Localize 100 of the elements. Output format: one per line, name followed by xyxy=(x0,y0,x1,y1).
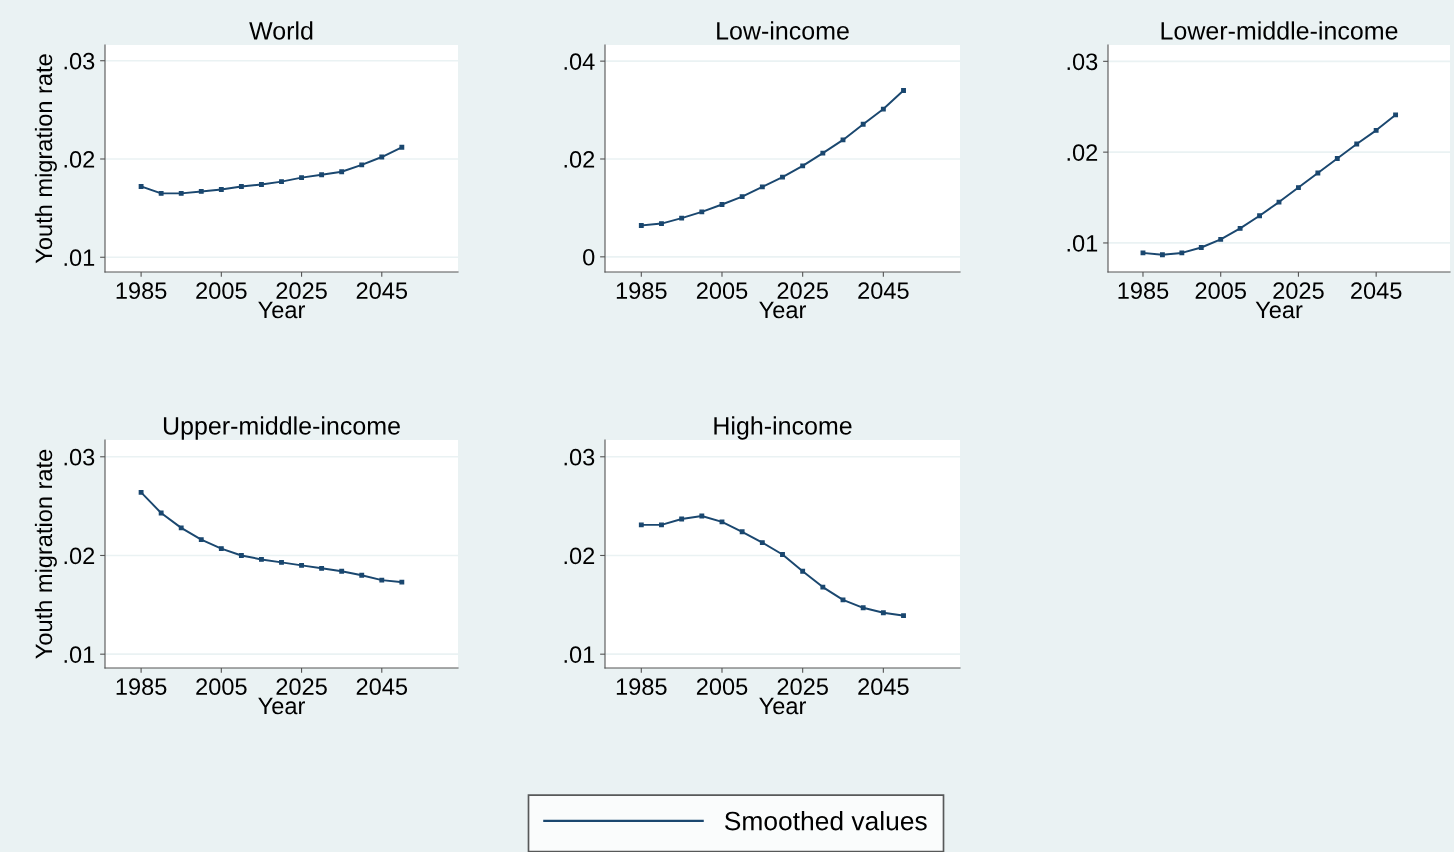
point xyxy=(319,565,325,571)
y-tick-label: .02 xyxy=(564,151,595,168)
point xyxy=(1179,250,1185,256)
point xyxy=(1296,185,1301,190)
point xyxy=(679,215,685,221)
point xyxy=(399,579,405,585)
point xyxy=(800,163,806,169)
chart-title: Upper-middle-income xyxy=(163,416,400,440)
point xyxy=(1159,252,1165,258)
point xyxy=(860,605,866,611)
point xyxy=(158,190,164,196)
point xyxy=(399,144,405,150)
point xyxy=(820,584,826,590)
x-tick-label: 2045 xyxy=(356,678,408,696)
point xyxy=(319,172,325,178)
y-tick-label: .02 xyxy=(564,547,595,565)
point xyxy=(379,154,385,160)
point xyxy=(279,559,284,565)
x-tick-label: 2025 xyxy=(777,282,828,300)
point xyxy=(780,174,785,180)
point xyxy=(880,106,886,112)
point xyxy=(659,522,664,528)
x-axis-title: Year xyxy=(1255,301,1303,319)
y-axis-title: Youth migration rate xyxy=(34,449,57,659)
point xyxy=(901,613,906,619)
x-tick-label: 1985 xyxy=(116,282,167,300)
x-tick-label: 2045 xyxy=(858,678,909,696)
x-axis-title: Year xyxy=(759,301,806,319)
point xyxy=(860,121,866,127)
point xyxy=(1334,156,1340,161)
point xyxy=(198,188,204,194)
point xyxy=(1354,141,1360,147)
x-axis-title: Year xyxy=(759,697,806,715)
point xyxy=(659,221,664,226)
point xyxy=(699,513,705,519)
x-tick-label: 2005 xyxy=(196,678,247,696)
chart-title: World xyxy=(249,21,313,40)
y-tick-label: .02 xyxy=(64,151,95,168)
point xyxy=(379,577,385,583)
point xyxy=(1315,170,1321,176)
point xyxy=(679,516,685,522)
x-tick-label: 1985 xyxy=(116,678,167,696)
point xyxy=(1198,245,1204,250)
x-tick-label: 2045 xyxy=(356,282,408,300)
y-tick-label: .01 xyxy=(64,249,95,267)
point xyxy=(1218,236,1224,242)
point xyxy=(719,519,725,525)
point xyxy=(1393,112,1399,118)
point xyxy=(1237,225,1243,231)
point xyxy=(339,169,345,175)
x-tick-label: 2005 xyxy=(696,678,748,696)
y-tick-label: .03 xyxy=(1067,53,1098,71)
point xyxy=(820,150,826,156)
point xyxy=(259,182,264,187)
y-tick-label: 0 xyxy=(583,248,595,266)
point xyxy=(158,510,164,516)
x-tick-label: 2045 xyxy=(1351,282,1402,300)
point xyxy=(840,137,846,143)
point xyxy=(699,209,705,215)
y-tick-label: .01 xyxy=(1067,235,1098,252)
point xyxy=(880,610,886,616)
text: Smoothed values xyxy=(724,811,927,831)
y-tick-label: .02 xyxy=(64,547,95,565)
point xyxy=(178,525,184,531)
point xyxy=(359,162,365,168)
y-tick-label: .01 xyxy=(564,646,595,663)
x-axis-title: Year xyxy=(258,301,305,319)
point xyxy=(1373,127,1379,133)
point xyxy=(279,179,284,185)
point xyxy=(299,562,304,568)
x-tick-label: 2005 xyxy=(196,282,247,300)
x-tick-label: 2025 xyxy=(777,678,828,696)
x-tick-label: 2005 xyxy=(1195,282,1246,300)
y-tick-label: .03 xyxy=(64,448,95,466)
point xyxy=(739,194,745,200)
point xyxy=(739,529,745,535)
point xyxy=(138,489,144,495)
point xyxy=(719,202,725,207)
point xyxy=(901,88,906,93)
point xyxy=(1257,213,1262,219)
point xyxy=(800,568,806,574)
point xyxy=(1276,199,1282,205)
y-axis-title: Youth migration rate xyxy=(34,54,57,264)
x-tick-label: 1985 xyxy=(616,282,667,300)
point xyxy=(759,540,765,546)
point xyxy=(638,522,644,528)
point xyxy=(638,223,644,228)
x-tick-label: 1985 xyxy=(1118,282,1169,300)
point xyxy=(218,546,224,552)
y-tick-label: .01 xyxy=(64,646,95,663)
point xyxy=(339,568,345,574)
x-tick-label: 1985 xyxy=(616,678,667,696)
point xyxy=(178,190,184,196)
y-tick-label: .03 xyxy=(64,52,95,70)
point xyxy=(218,187,224,192)
point xyxy=(759,184,765,190)
point xyxy=(198,537,204,543)
x-tick-label: 2025 xyxy=(276,678,327,696)
chart-title: Lower-middle-income xyxy=(1161,21,1398,40)
y-tick-label: .02 xyxy=(1067,144,1098,161)
